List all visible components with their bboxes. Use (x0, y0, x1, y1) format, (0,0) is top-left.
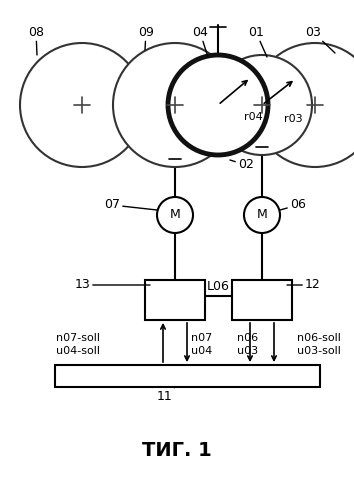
Text: 13: 13 (74, 278, 150, 291)
Text: u03: u03 (237, 346, 258, 356)
Text: n06-soll: n06-soll (297, 333, 341, 343)
Bar (145, 280, 205, 320)
Text: r03: r03 (284, 114, 303, 124)
Text: M: M (170, 208, 181, 222)
Text: M: M (257, 208, 267, 222)
Text: n07-soll: n07-soll (56, 333, 100, 343)
Text: L06: L06 (207, 280, 230, 292)
Circle shape (157, 197, 193, 233)
Text: 01: 01 (248, 26, 267, 57)
Circle shape (212, 55, 312, 155)
Circle shape (253, 43, 354, 167)
Text: 11: 11 (157, 387, 175, 404)
Text: 12: 12 (287, 278, 321, 291)
Text: 02: 02 (230, 158, 254, 172)
Text: 08: 08 (28, 26, 44, 55)
Text: n07: n07 (191, 333, 212, 343)
Text: 03: 03 (305, 26, 335, 53)
Circle shape (113, 43, 237, 167)
Text: 04: 04 (192, 26, 208, 57)
Text: 09: 09 (138, 26, 154, 50)
Text: n06: n06 (237, 333, 258, 343)
Text: u04-soll: u04-soll (56, 346, 100, 356)
Text: r04: r04 (244, 112, 263, 122)
Circle shape (20, 43, 144, 167)
Text: 07: 07 (104, 198, 157, 211)
Text: u03-soll: u03-soll (297, 346, 341, 356)
Bar (232, 280, 292, 320)
Text: ΤИГ. 1: ΤИГ. 1 (142, 440, 212, 460)
Circle shape (168, 55, 268, 155)
Circle shape (244, 197, 280, 233)
Text: 06: 06 (280, 198, 306, 211)
Bar (55, 365, 320, 387)
Text: u04: u04 (191, 346, 212, 356)
